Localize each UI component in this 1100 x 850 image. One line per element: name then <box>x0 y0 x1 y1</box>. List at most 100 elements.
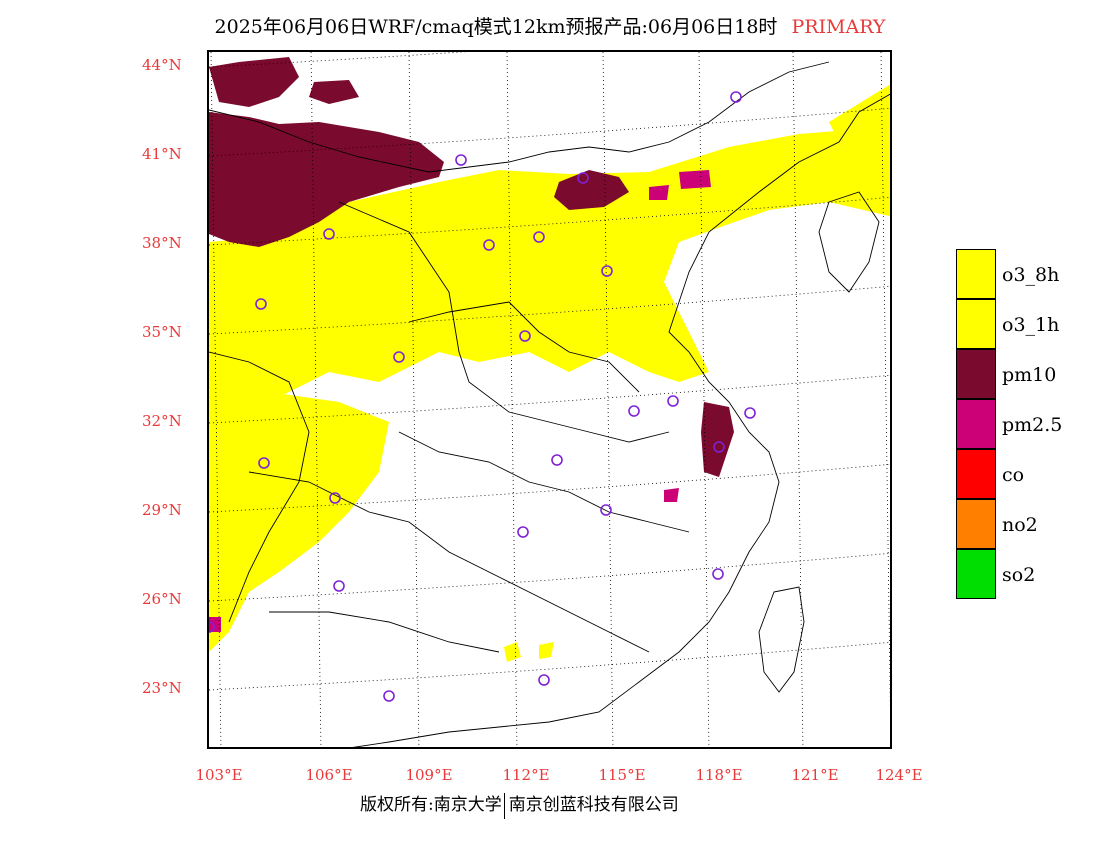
station-marker <box>519 330 531 342</box>
legend-label-co: co <box>1002 464 1025 486</box>
legend-swatch-no2 <box>956 499 996 549</box>
lon-label-115: 115°E <box>598 766 646 784</box>
station-marker <box>538 674 550 686</box>
copyright-separator <box>503 792 505 819</box>
lon-label-118: 118°E <box>695 766 743 784</box>
lon-label-121: 121°E <box>791 766 839 784</box>
station-marker <box>209 621 215 633</box>
legend-swatch-so2 <box>956 549 996 599</box>
station-marker <box>255 298 267 310</box>
station-markers <box>209 91 756 702</box>
pm10-region-beijing <box>554 170 629 210</box>
pm10-region-top <box>209 57 299 107</box>
station-marker <box>667 395 679 407</box>
station-marker <box>329 492 341 504</box>
o3-region-northeast <box>829 84 890 209</box>
border-central-b <box>408 301 640 393</box>
station-marker <box>712 568 724 580</box>
legend-label-pm10: pm10 <box>1002 364 1057 386</box>
longitude-gridline <box>602 52 614 747</box>
map-title: 2025年06月06日WRF/cmaq模式12km预报产品:06月06日18时 P… <box>0 12 1100 39</box>
pm10-region-east <box>701 402 734 477</box>
lat-label-32: 32°N <box>142 412 182 430</box>
o3-spot-a <box>504 642 521 662</box>
lat-label-23: 23°N <box>142 679 182 697</box>
lat-label-29: 29°N <box>142 501 182 519</box>
coastline <box>352 93 890 747</box>
border-central-c <box>398 431 690 533</box>
legend-label-o3-1h: o3_1h <box>1002 314 1060 336</box>
latitude-gridline <box>209 52 468 68</box>
station-marker <box>455 154 467 166</box>
station-marker <box>744 407 756 419</box>
latitude-gridline <box>209 641 890 691</box>
pm25-spot-d <box>209 617 221 632</box>
copyright-left: 版权所有:南京大学 <box>360 795 502 815</box>
station-marker <box>628 405 640 417</box>
o3-region-north <box>209 92 890 422</box>
legend-swatch-co <box>956 449 996 499</box>
latitude-gridline <box>209 463 890 513</box>
longitude-gridline <box>792 52 804 747</box>
pm25-spot-a <box>679 170 711 189</box>
o3-layer <box>209 84 890 662</box>
lat-label-26: 26°N <box>142 590 182 608</box>
station-marker <box>577 172 589 184</box>
legend-label-o3-8h: o3_8h <box>1002 264 1060 286</box>
station-marker <box>730 91 742 103</box>
station-marker <box>333 580 345 592</box>
station-marker <box>533 231 545 243</box>
taiwan-outline <box>758 586 805 693</box>
border-central-a <box>338 201 670 443</box>
lon-label-109: 109°E <box>405 766 453 784</box>
korea-outline <box>818 191 880 293</box>
station-marker <box>393 351 405 363</box>
lat-label-35: 35°N <box>142 323 182 341</box>
legend-label-no2: no2 <box>1002 514 1038 536</box>
latitude-gridline <box>209 374 890 424</box>
map-panel[interactable] <box>207 50 892 749</box>
border-west <box>209 351 310 623</box>
pm25-spot-c <box>664 488 679 502</box>
border-south-b <box>269 611 500 653</box>
lat-label-44: 44°N <box>142 56 182 74</box>
longitude-gridline <box>210 52 222 747</box>
longitude-gridline <box>698 52 710 747</box>
border-south-a <box>248 471 650 653</box>
legend-swatch-o3-1h <box>956 299 996 349</box>
copyright-right: 南京创蓝科技有限公司 <box>508 795 679 815</box>
latitude-gridline <box>209 552 890 602</box>
longitude-gridline <box>310 52 322 747</box>
legend-label-pm25: pm2.5 <box>1002 414 1063 436</box>
station-marker <box>601 265 613 277</box>
latitude-gridline <box>209 107 890 157</box>
station-marker <box>258 457 270 469</box>
province-borders <box>209 61 890 747</box>
latitude-gridline <box>209 285 890 335</box>
pollution-map <box>209 52 890 747</box>
pm25-spot-b <box>649 185 669 200</box>
station-marker <box>483 239 495 251</box>
pm25-layer <box>209 170 711 632</box>
title-primary-tag: PRIMARY <box>791 16 886 38</box>
pm10-region-top2 <box>309 80 359 104</box>
latitude-gridline <box>209 196 890 246</box>
copyright-footer: 版权所有:南京大学 南京创蓝科技有限公司 <box>360 790 679 819</box>
station-marker <box>551 454 563 466</box>
legend-swatch-o3-8h <box>956 249 996 299</box>
station-marker <box>383 690 395 702</box>
o3-spot-b <box>539 642 554 659</box>
station-marker <box>517 526 529 538</box>
station-marker <box>713 441 725 453</box>
o3-region-southwest <box>209 392 389 652</box>
lat-label-41: 41°N <box>142 145 182 163</box>
lon-label-106: 106°E <box>305 766 353 784</box>
legend-swatch-pm10 <box>956 349 996 399</box>
lon-label-124: 124°E <box>875 766 923 784</box>
station-marker <box>600 504 612 516</box>
legend-swatch-pm25 <box>956 399 996 449</box>
lon-label-112: 112°E <box>502 766 550 784</box>
title-text: 2025年06月06日WRF/cmaq模式12km预报产品:06月06日18时 <box>214 16 778 38</box>
lon-label-103: 103°E <box>195 766 243 784</box>
longitude-gridline <box>880 52 890 710</box>
